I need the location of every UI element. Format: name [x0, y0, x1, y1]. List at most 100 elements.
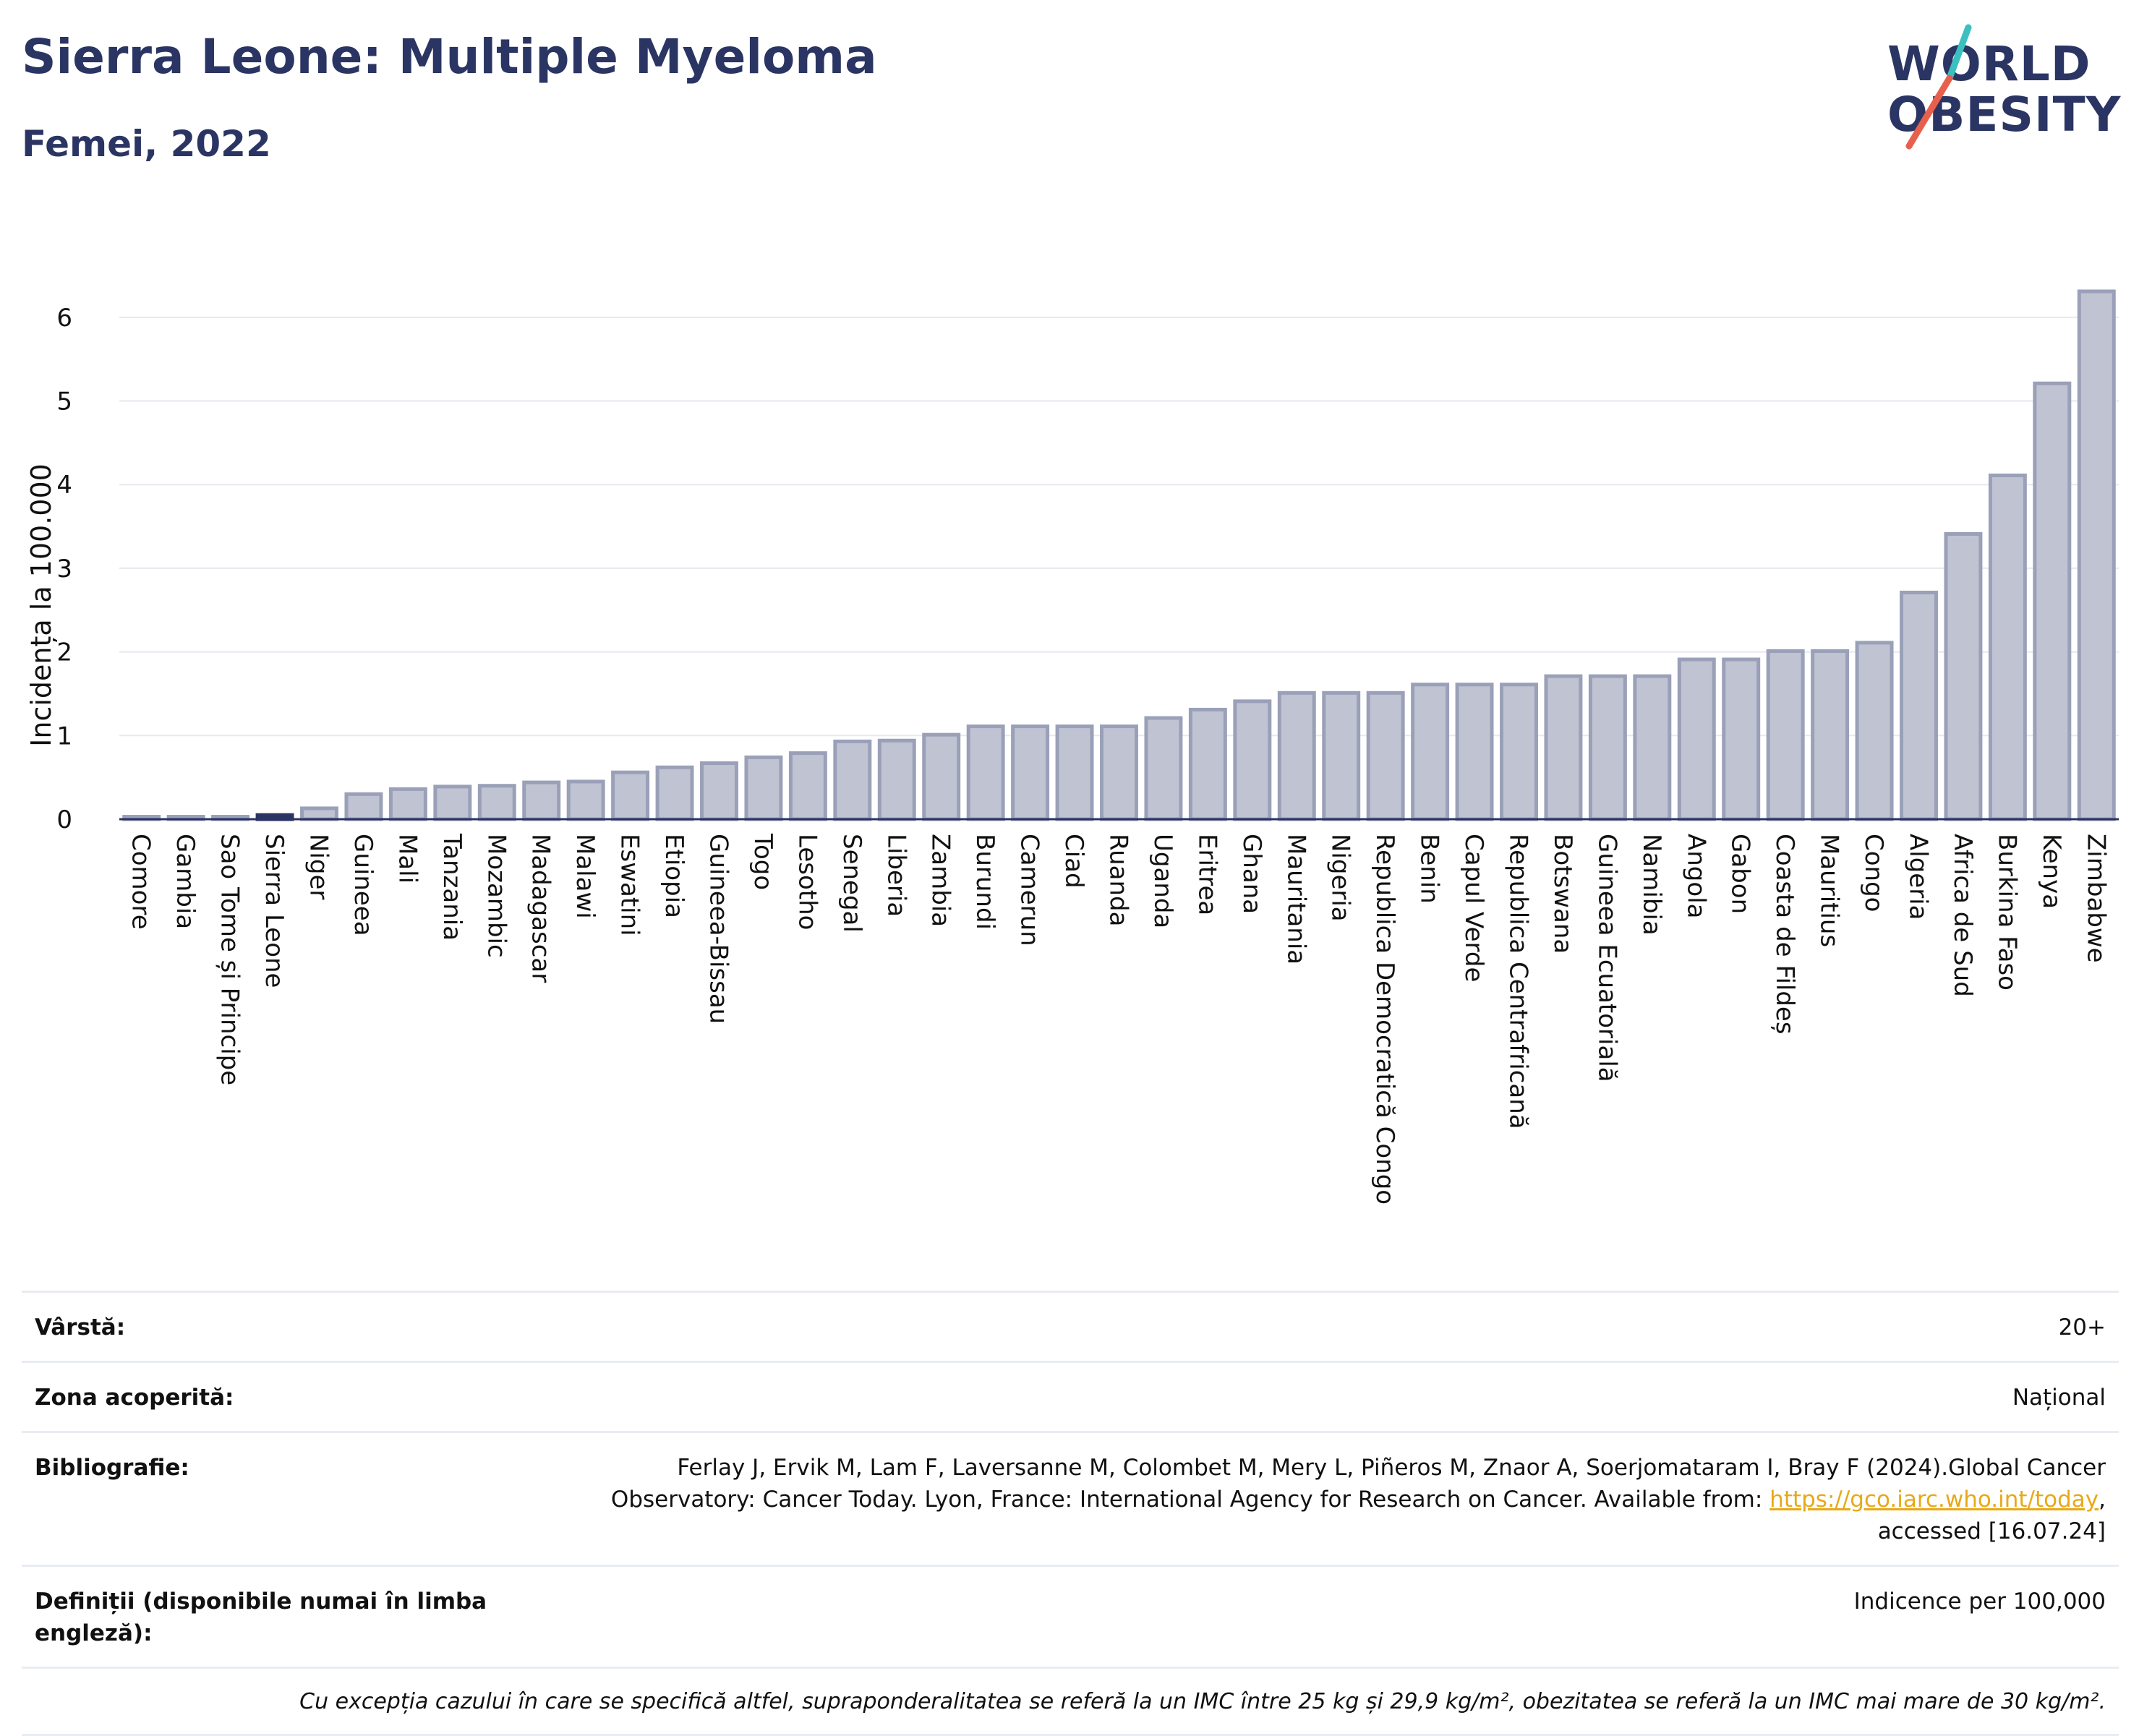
bar	[566, 779, 605, 821]
bar	[700, 761, 738, 821]
x-tick-label: Ruanda	[1104, 834, 1133, 926]
chart-bars	[119, 289, 2119, 821]
x-tick-label: Comore	[127, 834, 155, 930]
bibliography-label: Bibliografie:	[35, 1455, 189, 1481]
bar	[1900, 590, 1938, 821]
chart-x-ticks: Comore Gambia Sao Tome și Principe Sierra L…	[127, 833, 2111, 1205]
bar	[300, 806, 338, 821]
x-tick-label: Capul Verde	[1459, 834, 1488, 982]
x-tick-label: Zimbabwe	[2081, 834, 2110, 963]
x-tick-label: Etiopia	[659, 834, 688, 918]
bar	[2033, 381, 2072, 821]
bar	[1722, 657, 1761, 821]
y-tick-label: 6	[56, 304, 72, 333]
page-title: Sierra Leone: Multiple Myeloma	[22, 29, 877, 85]
bibliography-text: Ferlay J, Ervik M, Lam F, Laversanne M, …	[610, 1455, 2106, 1513]
bar	[1233, 699, 1272, 821]
bibliography-value: Ferlay J, Ervik M, Lam F, Laversanne M, …	[529, 1452, 2106, 1547]
area-value: Național	[2012, 1385, 2106, 1411]
bar	[922, 732, 961, 821]
bar	[1988, 474, 2027, 821]
bar	[477, 784, 516, 821]
x-tick-label: Burkina Faso	[1992, 834, 2021, 991]
bar	[833, 739, 872, 821]
x-tick-label: Mauritania	[1281, 834, 1310, 965]
bar-chart: 0 1 2 3 4 5 6 Comore Gambia Sao Tome și Principe…	[25, 289, 2119, 1205]
bar	[1500, 683, 1538, 821]
x-tick-label: Botswana	[1548, 834, 1577, 954]
bar	[1188, 707, 1227, 821]
chart-y-ticks: 0 1 2 3 4 5 6	[56, 304, 72, 834]
bar	[1144, 716, 1183, 821]
y-tick-label: 1	[56, 722, 72, 751]
bar	[1544, 674, 1583, 821]
bibliography-link[interactable]: https://gco.iarc.who.int/today	[1769, 1487, 2099, 1513]
bar	[1322, 690, 1361, 821]
metadata-table: Vârstă: 20+ Zona acoperită: Național Bib…	[22, 1291, 2119, 1736]
bibliography-suffix: , accessed [16.07.24]	[1877, 1487, 2106, 1544]
x-tick-label: Namibia	[1637, 834, 1666, 936]
x-tick-label: Republica Centrafricană	[1504, 834, 1533, 1129]
area-label: Zona acoperită:	[35, 1385, 234, 1411]
y-tick-label: 0	[56, 805, 72, 834]
x-tick-label: Eswatini	[615, 834, 644, 936]
x-tick-label: Gabon	[1726, 834, 1755, 914]
age-label: Vârstă:	[35, 1314, 126, 1341]
x-tick-label: Zambia	[926, 834, 955, 927]
y-tick-label: 2	[56, 638, 72, 667]
x-tick-label: Mauritius	[1815, 834, 1844, 947]
x-tick-label: Uganda	[1148, 834, 1177, 928]
x-tick-label: Burundi	[970, 834, 999, 930]
logo-line-world: WORLD	[1887, 36, 2091, 92]
bar	[1100, 724, 1138, 821]
x-tick-label: Mozambic	[482, 834, 511, 958]
x-tick-label: Gambia	[171, 834, 200, 929]
bar	[433, 784, 472, 821]
bar	[1277, 690, 1316, 821]
bar	[1366, 690, 1405, 821]
x-tick-label: Guineea	[349, 834, 377, 936]
bar	[655, 765, 694, 821]
x-tick-label: Mali	[393, 834, 422, 884]
world-obesity-logo: WORLD OBESITY	[1887, 22, 2126, 152]
bar	[1855, 641, 1894, 821]
x-tick-label: Guineea-Bissau	[704, 834, 733, 1024]
meta-row-definitions: Definiții (disponibile numai în limba en…	[22, 1565, 2119, 1667]
bar	[1811, 649, 1850, 821]
bar	[522, 780, 561, 821]
x-tick-label: Algeria	[1904, 834, 1933, 920]
x-tick-label: Sao Tome și Principe	[215, 834, 244, 1085]
x-tick-label: Tanzania	[437, 833, 466, 941]
bar	[1455, 683, 1494, 821]
definitions-label: Definiții (disponibile numai în limba en…	[35, 1589, 487, 1646]
bar	[966, 724, 1005, 821]
bar	[1055, 724, 1094, 821]
x-tick-label: Angola	[1681, 834, 1710, 918]
definitions-value: Indicence per 100,000	[1853, 1589, 2106, 1615]
bar	[1944, 531, 1983, 821]
x-tick-label: Lesotho	[793, 834, 821, 930]
meta-row-bibliography: Bibliografie: Ferlay J, Ervik M, Lam F, …	[22, 1431, 2119, 1565]
x-tick-label: Malawi	[571, 834, 599, 919]
meta-row-area: Zona acoperită: Național	[22, 1361, 2119, 1431]
x-tick-label: Eritrea	[1192, 834, 1221, 915]
y-tick-label: 3	[56, 555, 72, 583]
meta-row-age: Vârstă: 20+	[22, 1291, 2119, 1361]
x-tick-label: Congo	[1859, 834, 1888, 912]
bar	[611, 770, 650, 821]
bar	[1766, 649, 1805, 821]
bar	[1411, 683, 1450, 821]
x-tick-label: Senegal	[837, 834, 866, 933]
y-tick-label: 4	[56, 471, 72, 500]
x-tick-label: Ciad	[1059, 834, 1088, 889]
x-tick-label: Sierra Leone	[260, 834, 289, 988]
bar	[1633, 674, 1672, 821]
x-tick-label: Nigeria	[1326, 834, 1355, 922]
bar	[344, 792, 383, 821]
age-value: 20+	[2058, 1314, 2106, 1341]
x-tick-label: Republica Democratică Congo	[1370, 834, 1399, 1205]
bar	[1677, 657, 1716, 821]
page-subtitle: Femei, 2022	[22, 123, 271, 165]
x-tick-label: Guineea Ecuatorială	[1592, 834, 1621, 1082]
x-tick-label: Africa de Sud	[1948, 834, 1977, 997]
